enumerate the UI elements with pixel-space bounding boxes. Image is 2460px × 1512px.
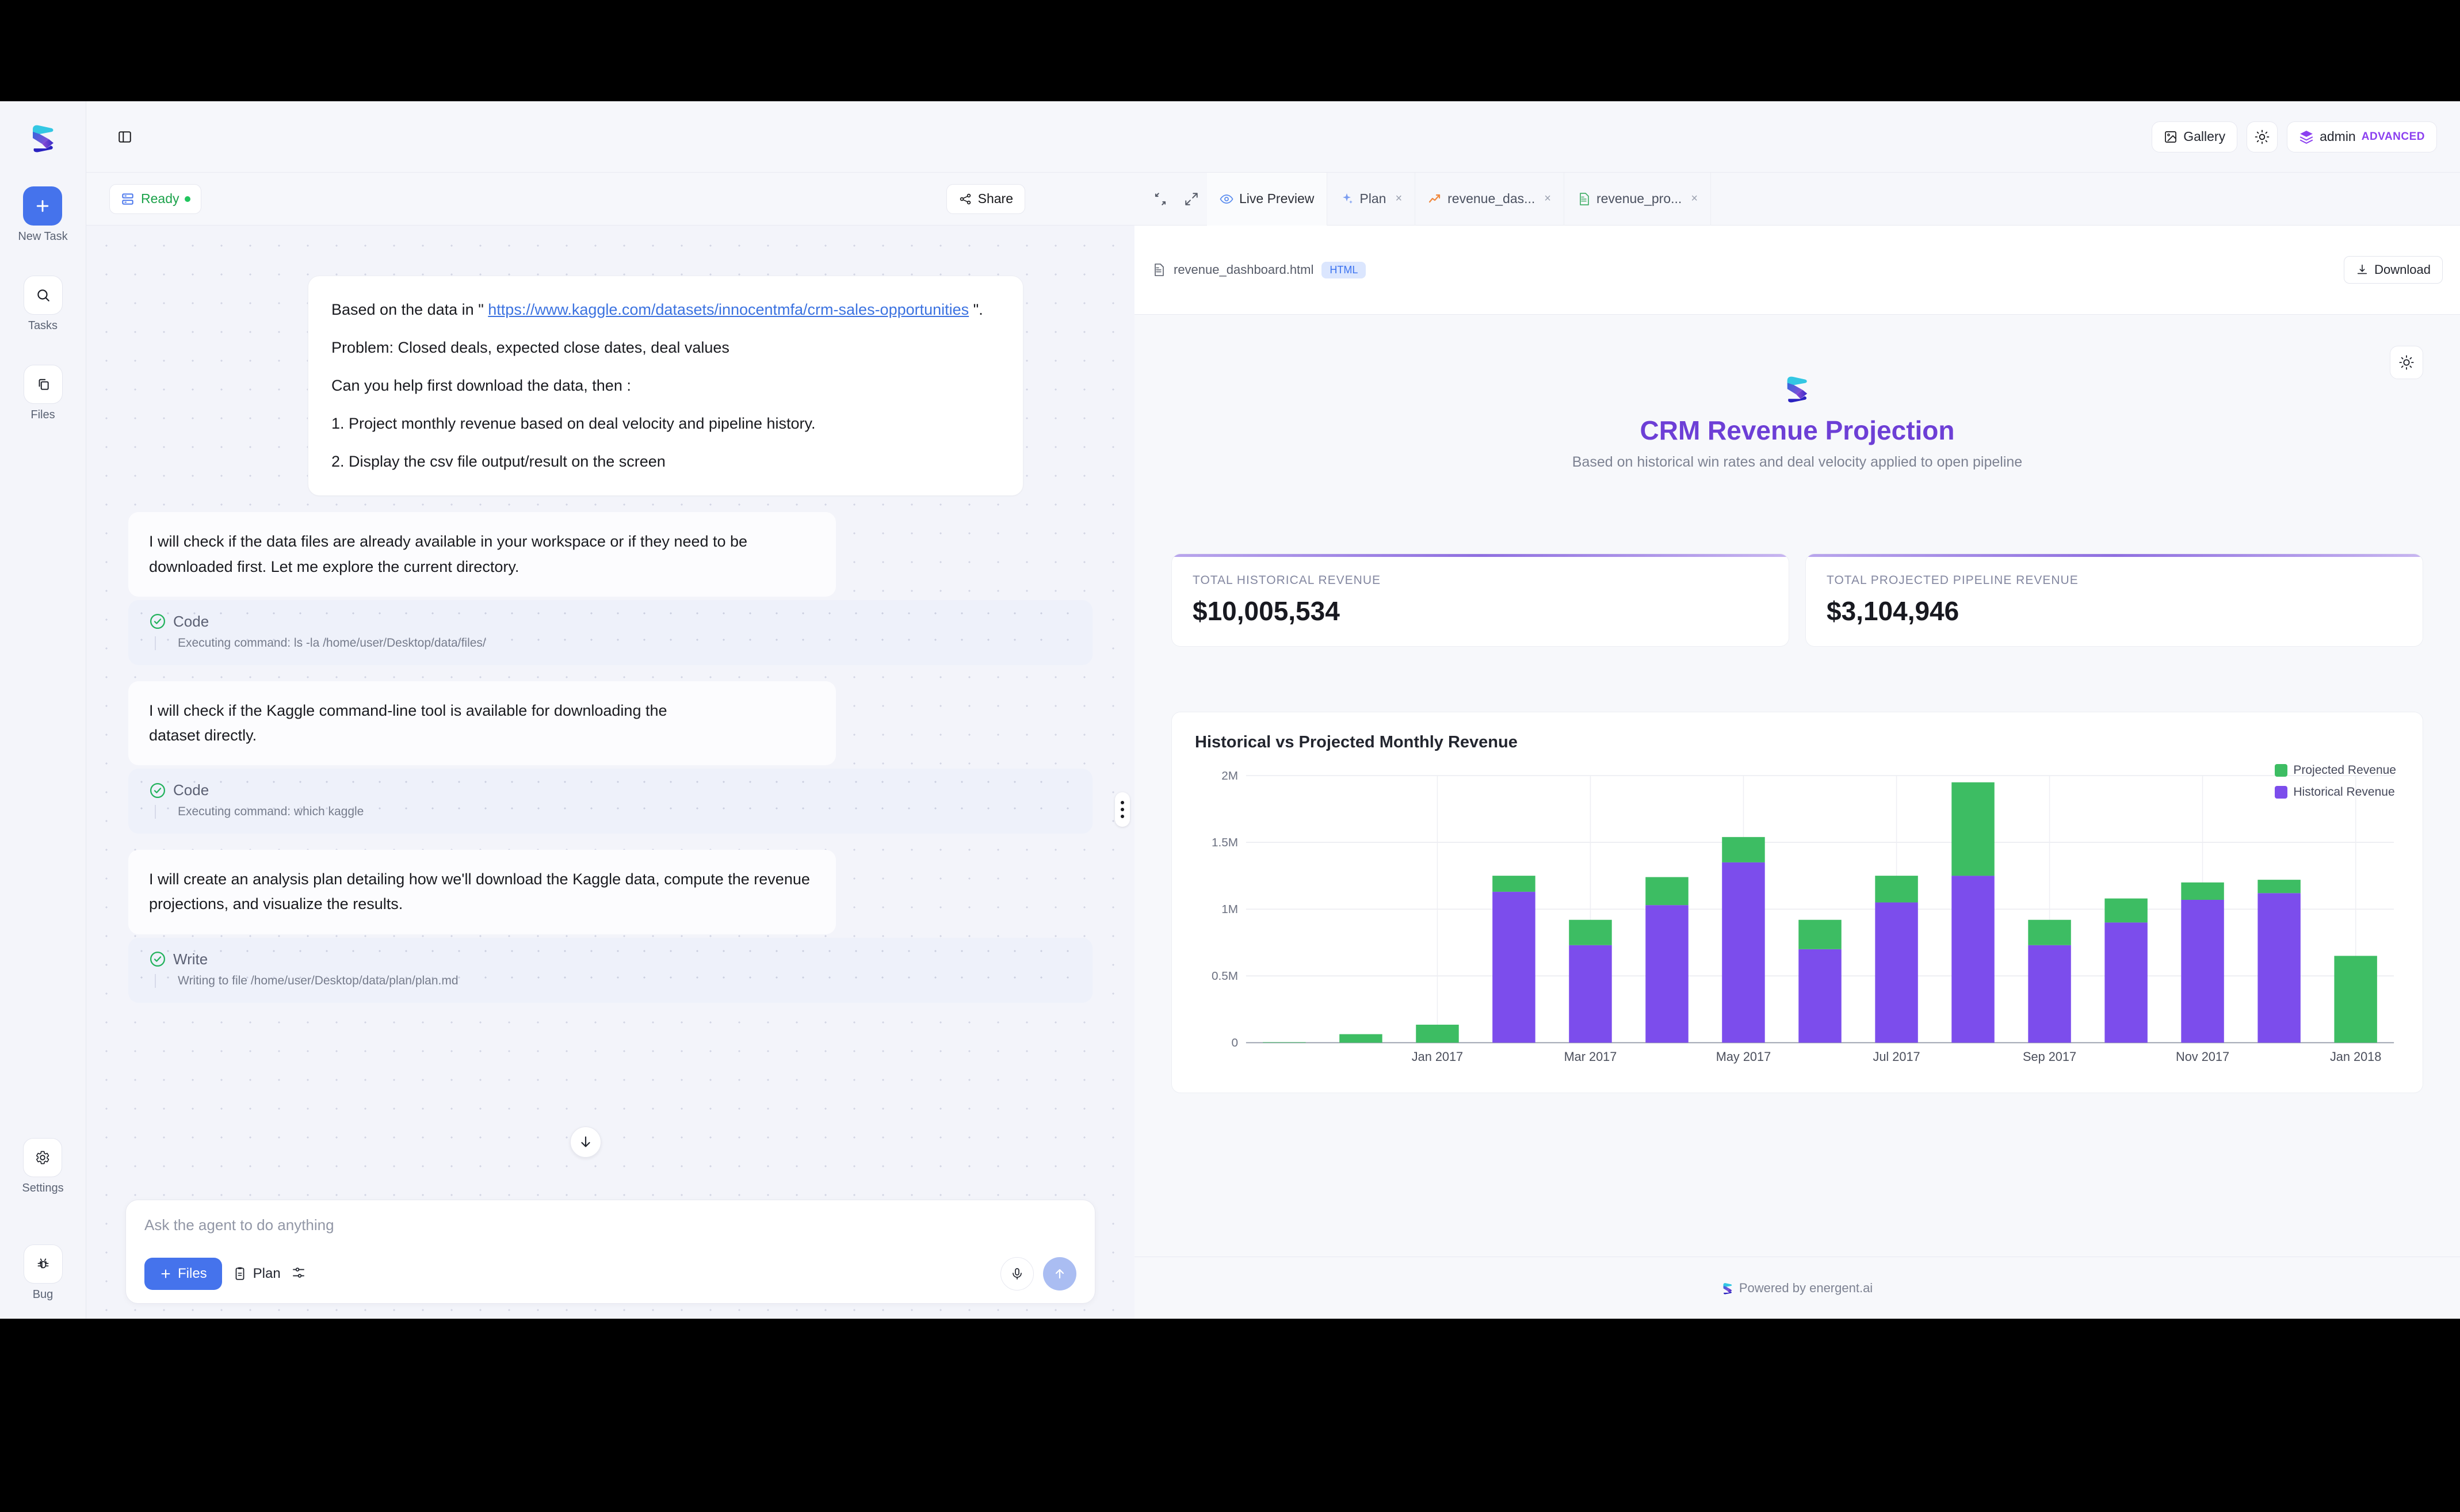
svg-text:0: 0 xyxy=(1232,1036,1239,1049)
svg-text:Jul 2017: Jul 2017 xyxy=(1873,1049,1920,1064)
svg-text:Sep 2017: Sep 2017 xyxy=(2023,1049,2076,1064)
svg-text:0.5M: 0.5M xyxy=(1212,969,1238,983)
svg-text:May 2017: May 2017 xyxy=(1716,1049,1771,1064)
svg-text:Nov 2017: Nov 2017 xyxy=(2176,1049,2229,1064)
svg-text:2M: 2M xyxy=(1221,769,1238,782)
svg-text:Mar 2017: Mar 2017 xyxy=(1564,1049,1617,1064)
svg-text:1M: 1M xyxy=(1221,903,1238,916)
svg-text:Jan 2017: Jan 2017 xyxy=(1412,1049,1463,1064)
svg-text:Jan 2018: Jan 2018 xyxy=(2330,1049,2381,1064)
svg-text:1.5M: 1.5M xyxy=(1212,836,1238,849)
